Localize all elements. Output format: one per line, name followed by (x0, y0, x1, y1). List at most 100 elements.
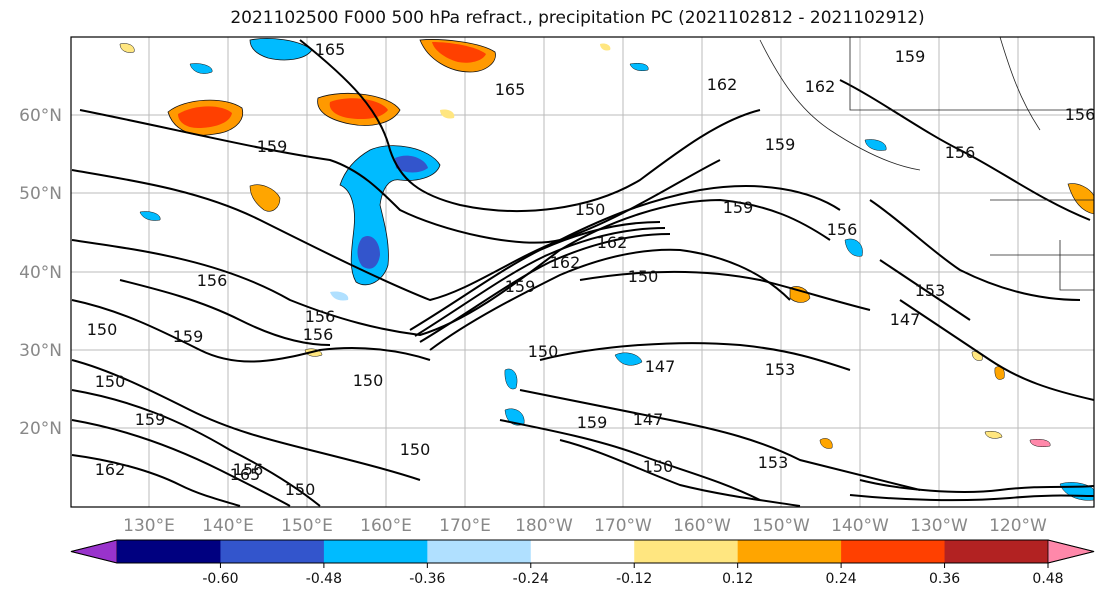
colorbar-segment (634, 540, 739, 563)
longitude-label: 140°W (831, 516, 889, 536)
contour-label: 162 (597, 233, 628, 252)
patch-aleutian-orange (249, 184, 281, 212)
contour-label: 162 (805, 77, 836, 96)
colorbar-extend-min (70, 539, 118, 564)
contour-label: 150 (285, 480, 316, 499)
colorbar-tick-label: -0.48 (306, 571, 342, 587)
contour-label: 147 (890, 310, 921, 329)
contour-label: 165 (230, 465, 261, 484)
longitude-label: 160°W (673, 516, 731, 536)
colorbar-tick-label: 0.12 (722, 571, 753, 587)
contour-label: 150 (643, 457, 674, 476)
contour-label: 150 (353, 371, 384, 390)
contour-label: 150 (575, 200, 606, 219)
map-title: 2021102500 F000 500 hPa refract., precip… (230, 8, 925, 28)
longitude-label: 120°W (989, 516, 1047, 536)
colorbar-segment (841, 540, 946, 563)
contour-label: 156 (197, 271, 228, 290)
patch-yellow-i (440, 109, 455, 119)
patch-nw-blue (249, 38, 313, 61)
longitude-label: 160°E (360, 516, 412, 536)
colorbar-segment (737, 540, 842, 563)
contour-label: 156 (305, 307, 336, 326)
contour-label: 156 (233, 460, 264, 479)
patch-blue-e (614, 352, 643, 366)
latitude-label: 20°N (19, 419, 62, 439)
contour-label: 156 (303, 325, 334, 344)
longitude-label: 180°W (515, 516, 573, 536)
colorbar-extend-max (1047, 539, 1095, 564)
contour-label: 153 (758, 453, 789, 472)
coastlines (759, 37, 1094, 291)
patch-yellow-d (984, 430, 1003, 439)
patch-blue-f (504, 368, 518, 390)
longitude-label: 150°W (752, 516, 810, 536)
contour-label: 159 (723, 198, 754, 217)
longitude-label: 170°W (594, 516, 652, 536)
contour-label: 153 (765, 360, 796, 379)
patch-east-orange (789, 286, 811, 303)
patch-blue-c (864, 139, 887, 151)
colorbar-segment (530, 540, 635, 563)
contour-label: 159 (173, 327, 204, 346)
contour-label: 156 (945, 143, 976, 162)
contour-label: 159 (135, 410, 166, 429)
colorbar-segment (323, 540, 428, 563)
longitude-label: 140°E (202, 516, 254, 536)
contour-label: 159 (765, 135, 796, 154)
patch-yellow-h (119, 43, 135, 53)
patch-pink-g (1029, 439, 1051, 447)
patch-bering-mid (357, 235, 380, 269)
patch-blue-j (330, 291, 349, 301)
contour-label: 159 (505, 277, 536, 296)
contour-label: 150 (400, 440, 431, 459)
patch-blue-b (629, 63, 649, 71)
colorbar-tick-label: 0.36 (929, 571, 960, 587)
latitude-label: 40°N (19, 263, 62, 283)
patch-siberia-red (432, 42, 486, 63)
map-frame (70, 36, 1095, 508)
contour-label: 150 (87, 320, 118, 339)
contour-label: 147 (645, 357, 676, 376)
colorbar-tick-label: -0.36 (409, 571, 445, 587)
patch-kamchatka-red (178, 106, 232, 128)
contour-label: 150 (528, 342, 559, 361)
colorbar-tick-label: 0.24 (826, 571, 857, 587)
patch-blue-a (189, 63, 213, 74)
colorbar-tick-label: -0.60 (202, 571, 238, 587)
contour-label: 150 (95, 372, 126, 391)
patch-yellow-a (600, 43, 611, 51)
patch-blue-i (139, 211, 161, 221)
contour-label: 162 (95, 460, 126, 479)
precipitation-negative-patches (139, 38, 1094, 501)
colorbar-segment (117, 540, 221, 563)
colorbar-outline (70, 539, 1095, 564)
contour-label: 156 (1065, 105, 1096, 124)
latitude-label: 60°N (19, 106, 62, 126)
contour-label: 156 (827, 220, 858, 239)
contour-label: 165 (315, 40, 346, 59)
colorbar-tick-label: 0.48 (1032, 571, 1063, 587)
longitude-label: 170°E (439, 516, 491, 536)
contour-label: 159 (257, 137, 288, 156)
longitude-label: 130°E (123, 516, 175, 536)
contour-label: 153 (915, 281, 946, 300)
contour-label: 162 (707, 75, 738, 94)
colorbar-tick-label: -0.12 (616, 571, 652, 587)
contour-label: 159 (895, 47, 926, 66)
contour-label: 162 (550, 253, 581, 272)
longitude-label: 130°W (910, 516, 968, 536)
patch-bering-top (395, 155, 428, 173)
longitude-labels: 130°E 140°E 150°E 160°E 170°E 180°W 170°W 160°W… (123, 516, 1047, 536)
patch-orange-f (819, 438, 833, 449)
contour-label: 150 (628, 267, 659, 286)
longitude-label: 150°E (281, 516, 333, 536)
latitude-labels: 60°N 50°N 40°N 30°N 20°N (19, 106, 62, 439)
refractivity-contours (71, 39, 1094, 507)
patch-gulf-orange (1067, 183, 1094, 215)
colorbar-segment (427, 540, 532, 563)
contour-label: 147 (633, 410, 664, 429)
colorbar-segment (220, 540, 325, 563)
